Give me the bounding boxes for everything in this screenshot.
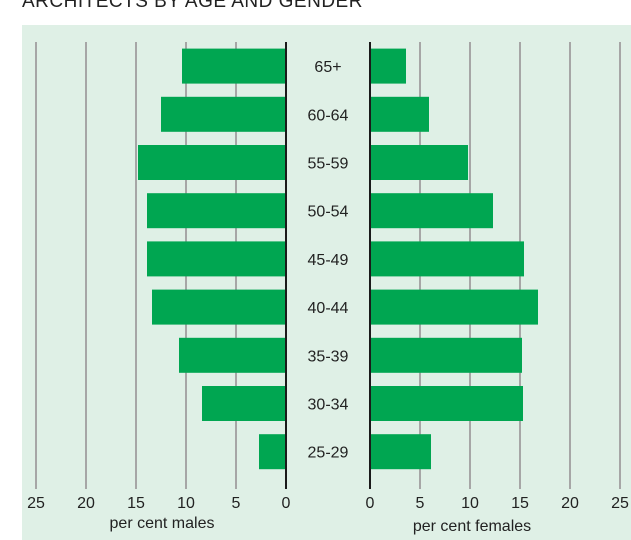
bar-female-25-29 [370,434,431,470]
tick-label-males: 0 [282,495,291,512]
bar-female-55-59 [370,145,468,180]
bar-male-65+ [182,48,286,84]
tick-label-females: 15 [511,495,529,512]
tick-label-females: 5 [416,495,425,512]
category-label: 60-64 [308,107,349,124]
tick-label-females: 20 [561,495,579,512]
category-label: 45-49 [308,252,349,269]
category-label: 65+ [314,59,341,76]
bar-male-25-29 [259,434,286,470]
bar-male-30-34 [202,386,286,421]
tick-label-females: 10 [461,495,479,512]
bar-female-50-54 [370,193,493,229]
bar-male-40-44 [152,289,286,325]
bar-male-45-49 [147,241,286,277]
x-axis-title-males: per cent males [110,515,215,532]
population-pyramid-chart: 65+ 60-64 55-59 50-54 45-49 40-44 35-39 30-34 25… [27,42,629,535]
tick-label-males: 10 [177,495,195,512]
category-label: 55-59 [308,156,349,173]
tick-label-females: 0 [366,495,375,512]
category-label: 50-54 [308,204,349,221]
bar-male-60-64 [161,96,286,132]
bar-male-35-39 [179,337,286,373]
bar-female-60-64 [370,96,429,132]
tick-label-males: 25 [27,495,45,512]
chart-title: ARCHITECTS BY AGE AND GENDER [22,0,363,12]
tick-label-females: 25 [611,495,629,512]
x-axis-title-females: per cent females [413,518,531,535]
category-label: 30-34 [308,397,349,414]
bar-female-40-44 [370,289,538,325]
bar-male-50-54 [147,193,286,229]
tick-label-males: 15 [127,495,145,512]
bar-female-65+ [370,48,406,84]
bar-male-55-59 [138,145,286,180]
category-label: 40-44 [308,300,349,317]
tick-label-males: 20 [77,495,95,512]
bar-female-35-39 [370,337,522,373]
chart-panel: 65+ 60-64 55-59 50-54 45-49 40-44 35-39 30-34 25… [22,25,631,540]
category-label: 25-29 [308,445,349,462]
category-label: 35-39 [308,348,349,365]
tick-label-males: 5 [232,495,241,512]
bar-female-30-34 [370,386,523,421]
bar-female-45-49 [370,241,524,277]
